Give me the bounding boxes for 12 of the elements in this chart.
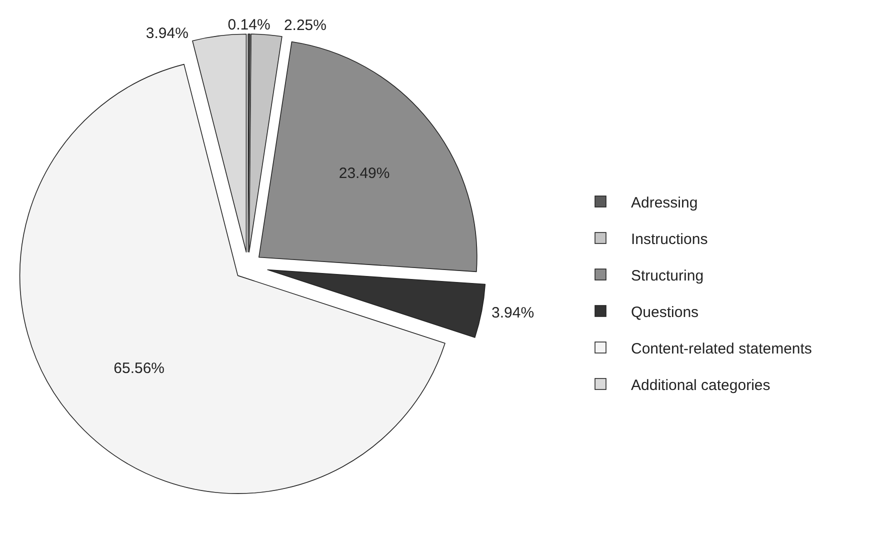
data-label: 65.56% xyxy=(114,360,165,378)
legend-label: Additional categories xyxy=(631,376,770,394)
legend-label: Questions xyxy=(631,304,699,321)
legend-label: Adressing xyxy=(631,194,698,212)
legend-label: Instructions xyxy=(631,230,708,248)
data-label: 3.94% xyxy=(146,25,188,42)
data-label: 2.25% xyxy=(284,16,326,34)
legend-label: Content-related statements xyxy=(631,340,812,358)
data-label: 23.49% xyxy=(338,164,390,182)
data-label: 0.14% xyxy=(228,16,270,34)
data-label: 3.94% xyxy=(492,304,534,322)
legend-label: Structuring xyxy=(631,267,704,284)
